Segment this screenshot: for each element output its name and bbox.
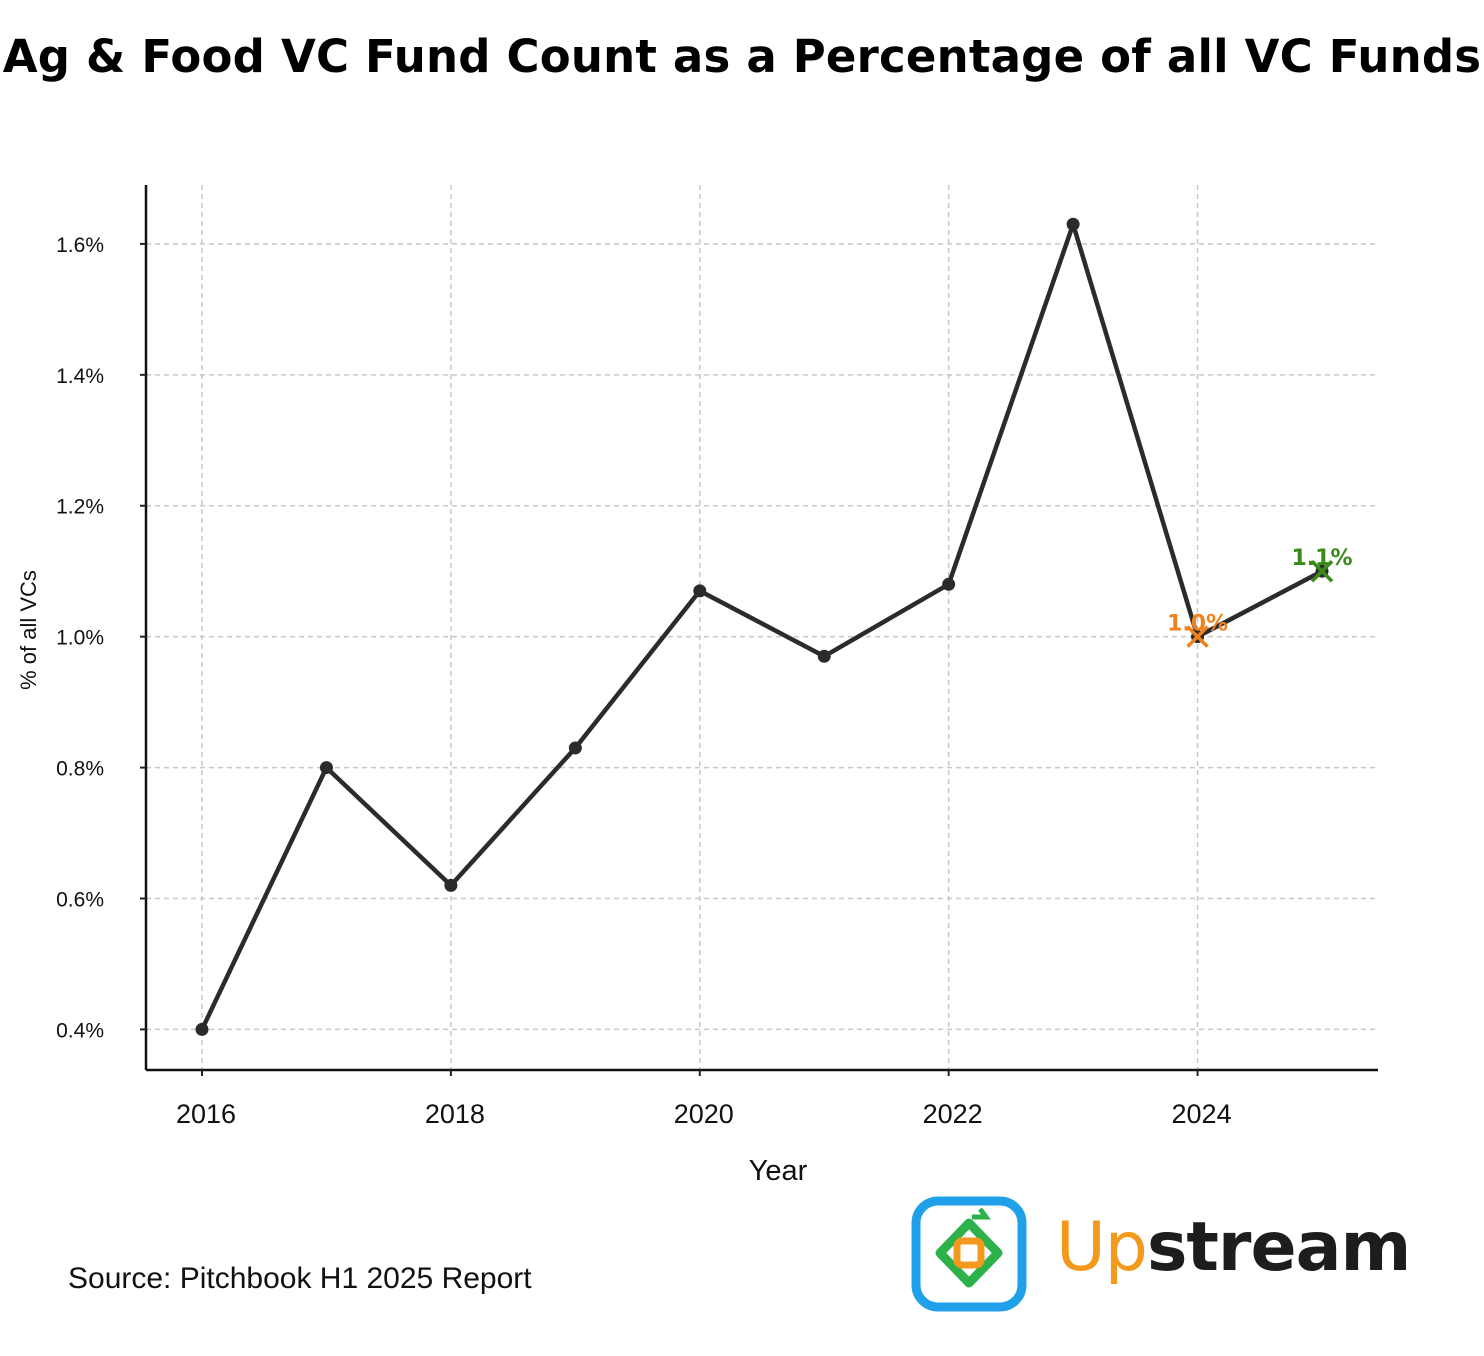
data-point-2018 [444,878,458,892]
ticks: 0.4% 0.6% 0.8% 1.0% 1.2% 1.4% 1.6% 2016 2018 2020… [56,234,1231,1129]
upstream-logo-icon [911,1196,1027,1312]
y-tick-label: 0.6% [56,888,104,911]
x-tick-label: 2018 [425,1099,485,1129]
series-line [199,222,1325,1032]
data-label-2025: 1.1% [1291,546,1352,571]
annotations: 1.0% 1.1% [1167,546,1353,648]
series-layer [195,217,1329,1036]
chart-title: Ag & Food VC Fund Count as a Percentage … [2,30,1482,83]
data-point-2021 [817,649,831,663]
data-point-2016 [195,1022,209,1036]
data-point-2023 [1066,217,1080,231]
x-tick-label: 2024 [1172,1099,1232,1129]
x-tick-label: 2022 [923,1099,983,1129]
x-marker-2025 [1310,559,1334,583]
y-tick-label: 1.0% [56,627,104,650]
data-label-2024: 1.0% [1167,612,1228,637]
y-tick-label: 0.8% [56,758,104,781]
axes [144,185,1378,1072]
x-tick-label: 2016 [176,1099,236,1129]
y-tick-label: 1.6% [56,234,104,257]
y-axis-label: % of all VCs [16,570,41,690]
x-marker-2024 [1186,625,1209,648]
data-point-2019 [568,741,582,755]
upstream-logo: Upstream [910,1195,1411,1313]
data-point-2022 [942,577,956,591]
logo-text-stream: stream [1146,1208,1411,1287]
x-axis-label: Year [749,1155,808,1187]
y-tick-label: 1.2% [56,496,104,519]
source-note: Source: Pitchbook H1 2025 Report [68,1262,532,1295]
data-point-2020 [693,584,707,598]
data-point-2017 [319,761,333,775]
grid-lines [146,185,1378,1070]
x-tick-label: 2020 [674,1099,734,1129]
upstream-logo-text: Upstream [1056,1203,1411,1293]
y-tick-label: 0.4% [56,1019,104,1042]
y-tick-label: 1.4% [56,365,104,388]
logo-text-up: Up [1056,1208,1148,1287]
